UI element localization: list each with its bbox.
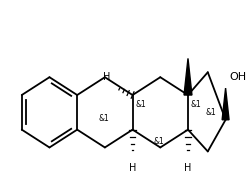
Text: OH: OH	[230, 72, 247, 82]
Text: &1: &1	[136, 100, 146, 109]
Text: H: H	[103, 72, 110, 82]
Polygon shape	[222, 88, 229, 120]
Text: &1: &1	[99, 114, 110, 123]
Text: H: H	[184, 163, 192, 173]
Text: &1: &1	[191, 100, 202, 109]
Text: &1: &1	[153, 137, 164, 146]
Text: H: H	[129, 163, 136, 173]
Polygon shape	[184, 58, 192, 95]
Text: &1: &1	[206, 108, 216, 117]
